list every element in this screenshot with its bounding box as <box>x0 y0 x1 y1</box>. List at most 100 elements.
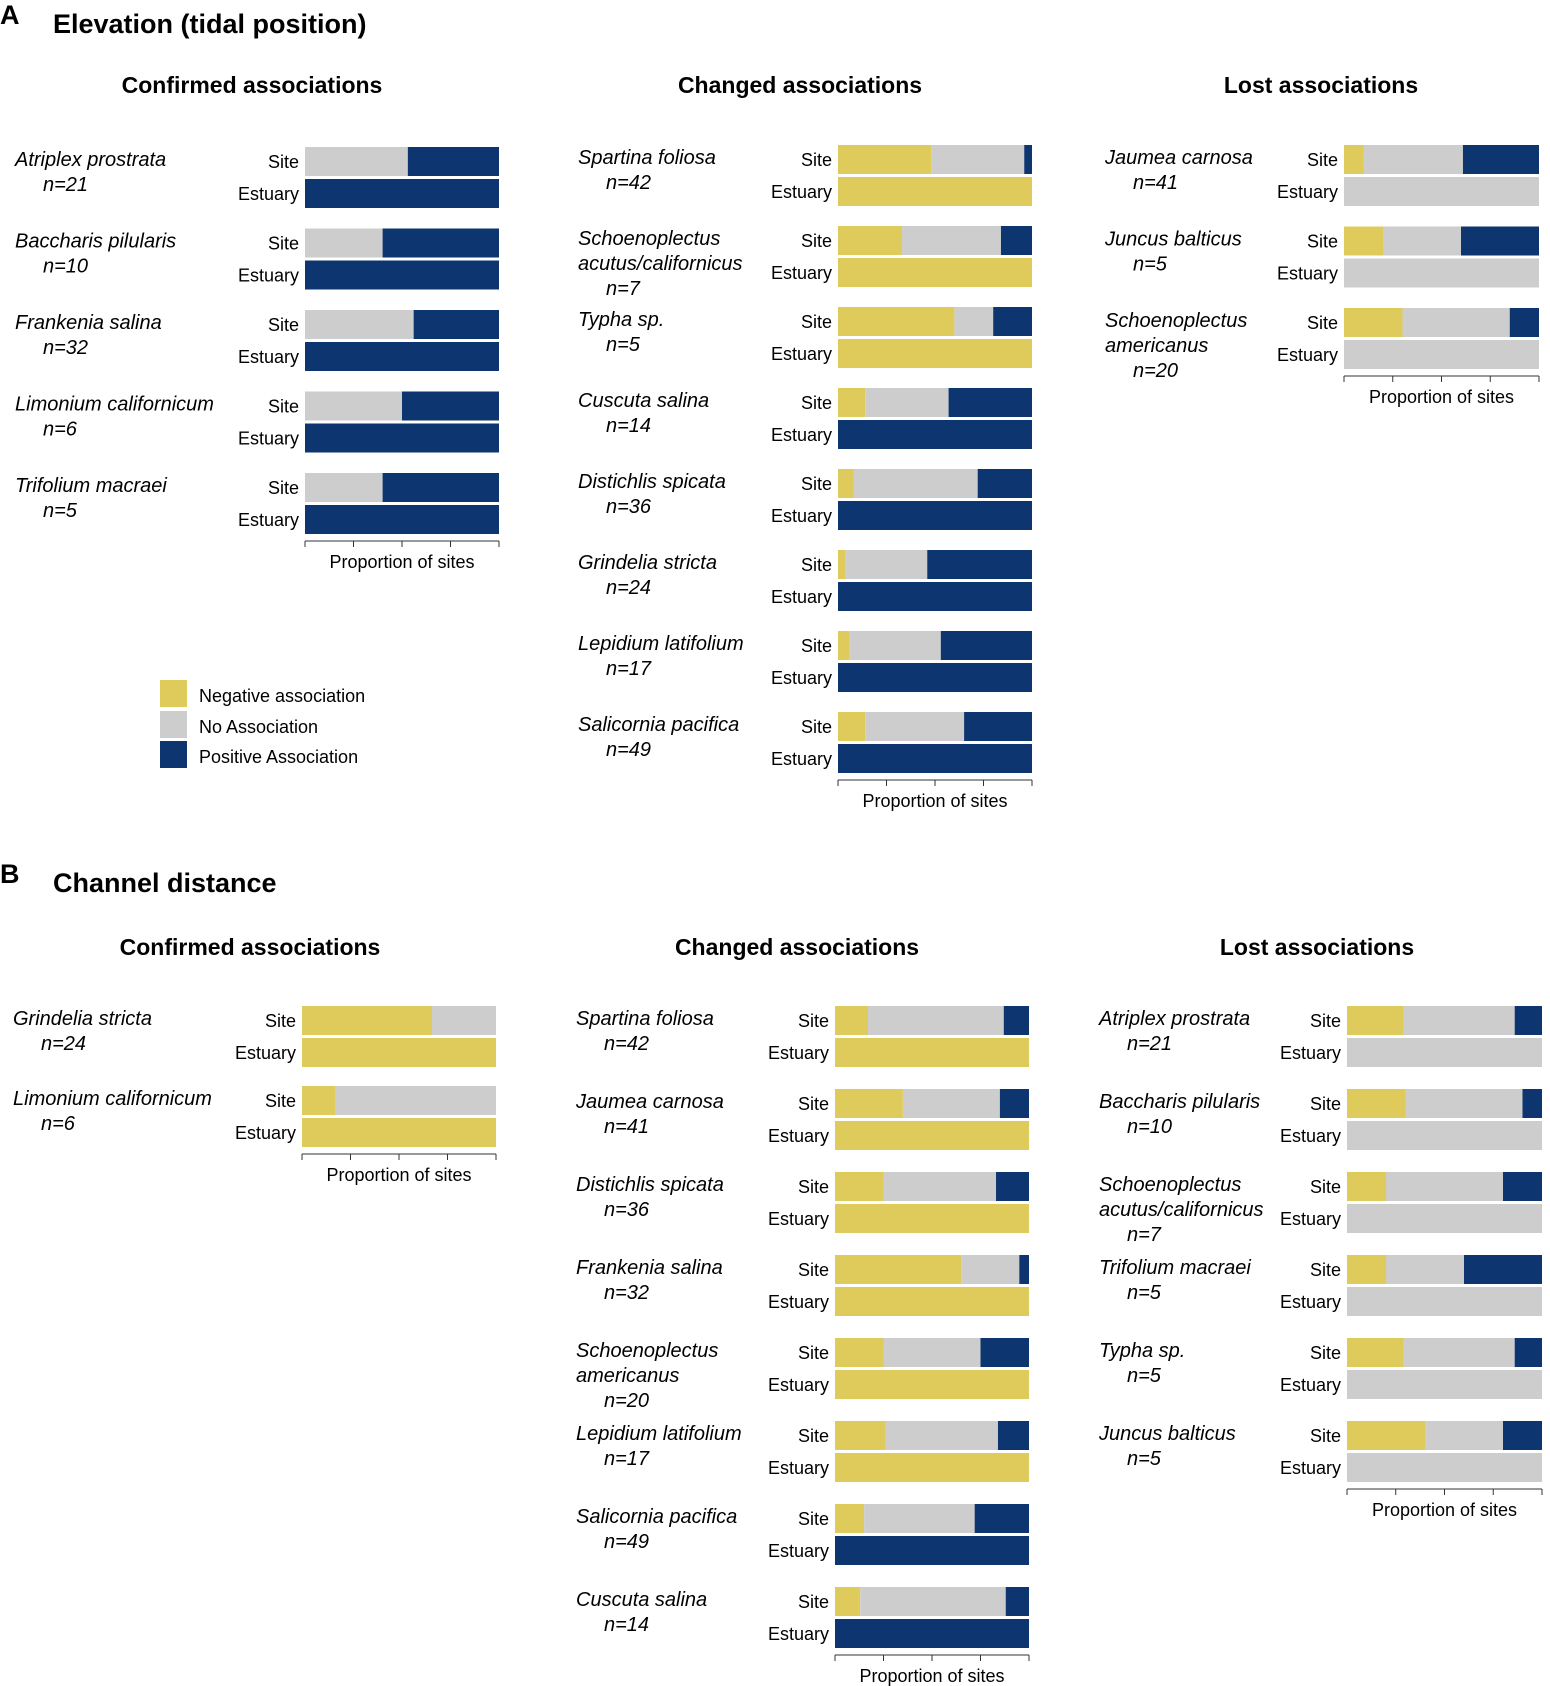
species-n-pb-g1-s7: n=14 <box>604 1614 649 1636</box>
row-label-site-pa-g2-s2: Site <box>1307 313 1338 333</box>
bar-site-none-pb-g1-s7 <box>860 1587 1006 1616</box>
bar-site-negative-pa-g2-s0 <box>1344 145 1364 174</box>
species-n-pa-g0-s0: n=21 <box>43 174 88 196</box>
bar-estuary-none-pa-g2-s0 <box>1344 177 1539 206</box>
row-label-site-pb-g1-s7: Site <box>798 1592 829 1612</box>
bar-site-positive-pb-g2-s0 <box>1514 1006 1542 1035</box>
row-label-site-pa-g1-s2: Site <box>801 312 832 332</box>
row-label-estuary-pa-g0-s1: Estuary <box>238 266 299 286</box>
species-n-pb-g2-s1: n=10 <box>1127 1116 1172 1138</box>
species-name-pb-g1-s5: Lepidium latifolium <box>576 1423 742 1445</box>
species-name-pb-g2-s1: Baccharis pilularis <box>1099 1091 1260 1113</box>
row-label-estuary-pb-g0-s0: Estuary <box>235 1043 296 1063</box>
bar-site-none-pb-g1-s4 <box>883 1338 981 1367</box>
bar-site-none-pa-g1-s2 <box>954 307 994 336</box>
species-name-pa-g1-s6: Lepidium latifolium <box>578 633 744 655</box>
bar-site-negative-pb-g1-s4 <box>835 1338 884 1367</box>
x-axis-label-b-g1: Proportion of sites <box>859 1666 1004 1686</box>
species-name-pa-g1-s0: Spartina foliosa <box>578 147 716 169</box>
row-label-site-pb-g0-s0: Site <box>265 1011 296 1031</box>
bar-site-none-pb-g1-s0 <box>867 1006 1004 1035</box>
species-name-pa-g2-s1: Juncus balticus <box>1104 229 1242 251</box>
bar-site-positive-pa-g0-s3 <box>402 391 499 421</box>
species-n-pb-g2-s4: n=5 <box>1127 1365 1162 1387</box>
row-label-site-pa-g0-s2: Site <box>268 315 299 335</box>
species-n-pa-g1-s4: n=36 <box>606 496 652 518</box>
species-n-pb-g1-s1: n=41 <box>604 1116 649 1138</box>
bar-site-negative-pa-g1-s2 <box>838 307 955 336</box>
bar-site-negative-pa-g2-s1 <box>1344 226 1383 256</box>
species-n-pb-g2-s2: n=7 <box>1127 1224 1162 1246</box>
bar-estuary-positive-pb-g1-s6 <box>835 1536 1029 1565</box>
bar-site-positive-pb-g2-s4 <box>1514 1338 1542 1367</box>
legend-swatch-negative <box>160 680 187 707</box>
bar-site-negative-pa-g1-s5 <box>838 550 846 579</box>
row-label-site-pb-g1-s6: Site <box>798 1509 829 1529</box>
bar-estuary-negative-pb-g1-s5 <box>835 1453 1029 1482</box>
bar-estuary-negative-pb-g0-s1 <box>302 1118 496 1147</box>
species-n-pa-g0-s1: n=10 <box>43 256 88 278</box>
species-name-line-pa-g2-s2-0: Schoenoplectus <box>1105 310 1247 332</box>
species-name-pb-g1-s0: Spartina foliosa <box>576 1008 714 1030</box>
species-n-pb-g2-s5: n=5 <box>1127 1448 1162 1470</box>
panel-a-title: Elevation (tidal position) <box>53 9 367 39</box>
panel-a-confirmed-title: Confirmed associations <box>122 72 383 98</box>
row-label-site-pb-g2-s1: Site <box>1310 1094 1341 1114</box>
x-axis-label-a-g0: Proportion of sites <box>329 552 474 572</box>
bar-site-none-pb-g1-s1 <box>902 1089 1000 1118</box>
legend: Negative association No Association Posi… <box>160 680 365 768</box>
bar-site-none-pa-g2-s0 <box>1363 145 1463 174</box>
species-name-pa-g0-s1: Baccharis pilularis <box>15 231 176 253</box>
bar-site-positive-pa-g2-s1 <box>1461 226 1539 256</box>
row-label-site-pa-g1-s6: Site <box>801 636 832 656</box>
bar-site-negative-pb-g0-s0 <box>302 1006 432 1035</box>
bar-estuary-positive-pa-g0-s1 <box>305 260 499 290</box>
species-name-line-pb-g1-s4-0: Schoenoplectus <box>576 1340 718 1362</box>
bar-estuary-negative-pa-g1-s0 <box>838 177 1032 206</box>
species-n-pb-g2-s0: n=21 <box>1127 1033 1172 1055</box>
row-label-site-pb-g1-s1: Site <box>798 1094 829 1114</box>
bar-site-negative-pb-g2-s5 <box>1347 1421 1425 1450</box>
bar-site-negative-pb-g1-s2 <box>835 1172 884 1201</box>
bar-site-negative-pb-g2-s1 <box>1347 1089 1406 1118</box>
species-n-pb-g1-s3: n=32 <box>604 1282 649 1304</box>
bar-site-positive-pb-g2-s5 <box>1503 1421 1542 1450</box>
bar-site-none-pb-g2-s1 <box>1405 1089 1523 1118</box>
bar-site-none-pb-g0-s0 <box>431 1006 496 1035</box>
species-name-pa-g1-s3: Cuscuta salina <box>578 390 709 412</box>
bar-site-negative-pa-g1-s4 <box>838 469 854 498</box>
species-name-pb-g0-s0: Grindelia stricta <box>13 1008 152 1030</box>
x-axis-label-a-g2: Proportion of sites <box>1369 387 1514 407</box>
species-n-pb-g0-s1: n=6 <box>41 1113 76 1135</box>
row-label-site-pb-g0-s1: Site <box>265 1091 296 1111</box>
row-label-estuary-pb-g1-s7: Estuary <box>768 1624 829 1644</box>
species-name-pb-g2-s2: Schoenoplectus acutus/californicus <box>1099 1174 1264 1221</box>
bar-site-none-pb-g1-s2 <box>883 1172 997 1201</box>
bar-site-none-pa-g0-s3 <box>305 391 402 421</box>
bar-estuary-negative-pb-g1-s2 <box>835 1204 1029 1233</box>
panel-b-changed-title: Changed associations <box>675 934 919 960</box>
row-label-site-pa-g0-s3: Site <box>268 397 299 417</box>
row-label-site-pb-g1-s5: Site <box>798 1426 829 1446</box>
bar-estuary-negative-pb-g1-s0 <box>835 1038 1029 1067</box>
row-label-estuary-pa-g1-s4: Estuary <box>771 506 832 526</box>
bar-site-none-pa-g1-s5 <box>845 550 928 579</box>
bar-estuary-none-pb-g2-s0 <box>1347 1038 1542 1067</box>
bar-site-positive-pb-g1-s0 <box>1003 1006 1029 1035</box>
bar-estuary-negative-pa-g1-s2 <box>838 339 1032 368</box>
bar-site-none-pb-g0-s1 <box>334 1086 496 1115</box>
bar-estuary-positive-pa-g1-s3 <box>838 420 1032 449</box>
bar-site-none-pa-g1-s7 <box>865 712 965 741</box>
row-label-site-pa-g1-s1: Site <box>801 231 832 251</box>
bar-estuary-positive-pa-g0-s3 <box>305 423 499 453</box>
row-label-site-pa-g0-s4: Site <box>268 478 299 498</box>
row-label-site-pa-g1-s0: Site <box>801 150 832 170</box>
bar-site-positive-pb-g2-s1 <box>1522 1089 1542 1118</box>
species-name-pa-g1-s7: Salicornia pacifica <box>578 714 739 736</box>
species-name-pb-g1-s3: Frankenia salina <box>576 1257 723 1279</box>
bar-estuary-positive-pa-g1-s4 <box>838 501 1032 530</box>
species-name-pa-g1-s4: Distichlis spicata <box>578 471 726 493</box>
bar-site-negative-pa-g1-s3 <box>838 388 866 417</box>
species-name-pb-g1-s1: Jaumea carnosa <box>575 1091 724 1113</box>
x-axis-label-b-g2: Proportion of sites <box>1372 1500 1517 1520</box>
